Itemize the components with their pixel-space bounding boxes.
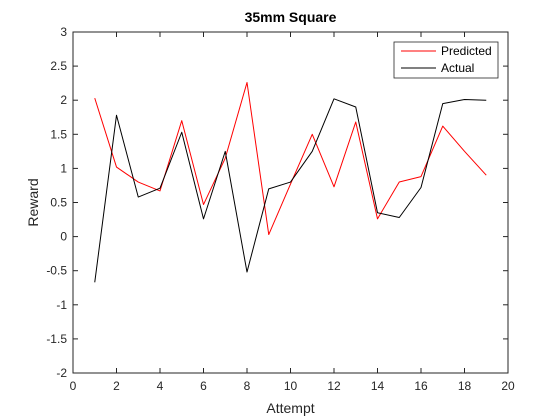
plot-area — [72, 31, 509, 374]
y-tick-label: 0 — [60, 230, 67, 244]
x-tick-label: 4 — [157, 379, 164, 393]
y-tick-label: 2 — [60, 93, 67, 107]
series-line-actual — [94, 98, 487, 283]
y-tick-label: -2 — [56, 366, 67, 380]
series-line-predicted — [94, 81, 487, 236]
chart-title: 35mm Square — [245, 9, 337, 25]
x-tick-label: 6 — [200, 379, 207, 393]
x-axis-label: Attempt — [266, 400, 314, 416]
y-tick-label: 0.5 — [50, 196, 67, 210]
y-tick-label: -1 — [56, 298, 67, 312]
x-tick-label: 14 — [371, 379, 385, 393]
legend-label-predicted: Predicted — [441, 44, 492, 58]
legend-box — [393, 41, 499, 79]
y-axis-label: Reward — [25, 178, 41, 226]
legend-label-actual: Actual — [441, 61, 474, 75]
x-tick-label: 2 — [113, 379, 120, 393]
x-axis-ticks: 0 2 4 6 8 10 12 14 16 18 20 — [70, 32, 515, 393]
x-tick-label: 8 — [244, 379, 251, 393]
y-axis-ticks: -2 -1.5 -1 -0.5 0 0.5 1 1.5 2 2.5 3 — [46, 25, 508, 380]
y-tick-label: 1 — [60, 161, 67, 175]
y-tick-label: -0.5 — [46, 264, 67, 278]
x-tick-label: 20 — [501, 379, 515, 393]
y-tick-label: 1.5 — [50, 127, 67, 141]
legend: Predicted Actual — [393, 41, 499, 79]
x-tick-label: 18 — [458, 379, 472, 393]
x-tick-label: 0 — [70, 379, 77, 393]
x-tick-label: 12 — [327, 379, 341, 393]
y-tick-label: 3 — [60, 25, 67, 39]
series-layer — [94, 81, 487, 283]
x-tick-label: 10 — [284, 379, 298, 393]
x-tick-label: 16 — [414, 379, 428, 393]
y-tick-label: 2.5 — [50, 59, 67, 73]
y-tick-label: -1.5 — [46, 332, 67, 346]
